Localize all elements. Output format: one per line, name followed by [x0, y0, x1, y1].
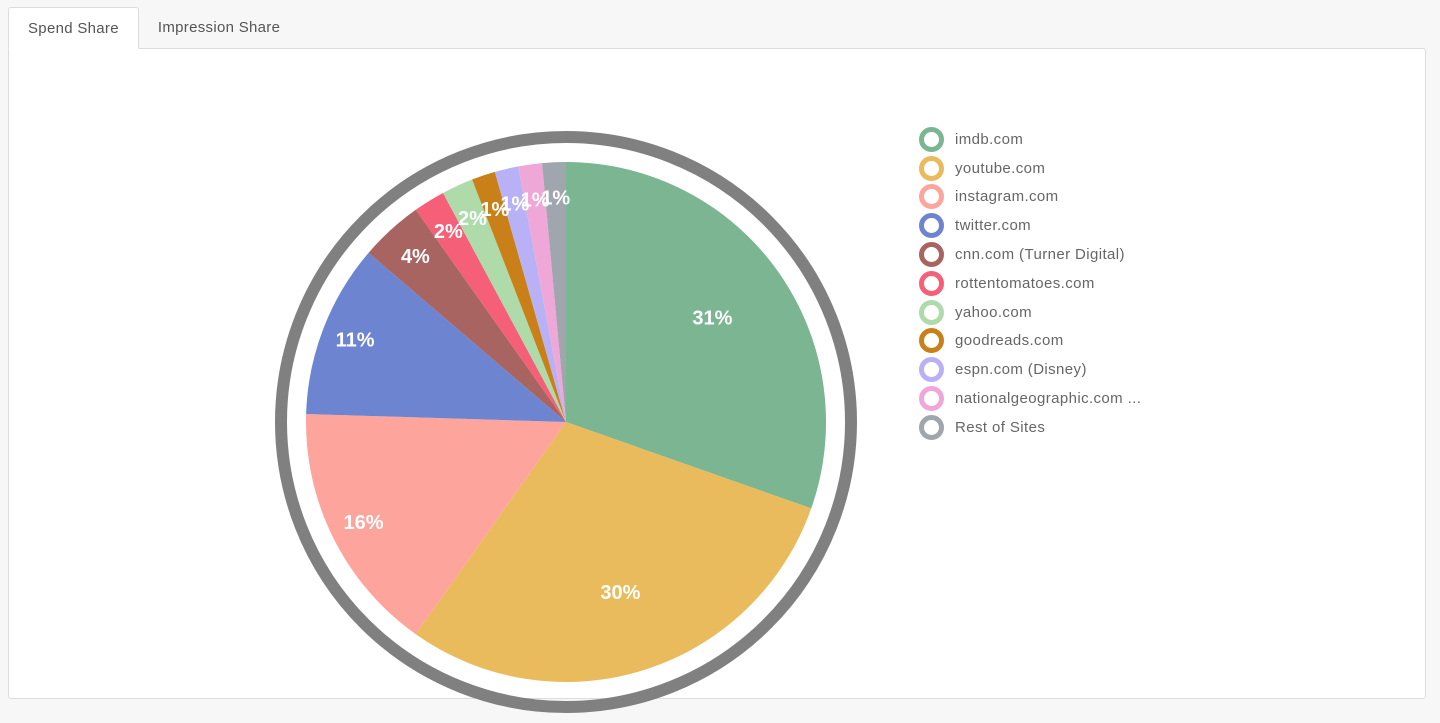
pie-outer-ring: [275, 131, 857, 713]
legend-marker-icon: [919, 126, 944, 152]
pie-data-label: 2%: [458, 208, 487, 230]
legend-item[interactable]: imdb.com: [919, 125, 1141, 154]
legend-marker-icon: [919, 213, 944, 239]
tab-impression-share[interactable]: Impression Share: [157, 19, 281, 36]
pie-data-label: 11%: [336, 329, 375, 351]
pie-data-label: 31%: [692, 307, 732, 329]
legend-label: yahoo.com: [955, 303, 1032, 321]
legend-item[interactable]: Rest of Sites: [919, 413, 1141, 442]
pie-data-label: 16%: [343, 512, 383, 534]
pie-slice[interactable]: [368, 209, 566, 422]
legend-item[interactable]: youtube.com: [919, 154, 1141, 183]
pie-slice[interactable]: [542, 162, 566, 422]
pie-slice[interactable]: [494, 166, 566, 422]
pie-data-label: 1%: [500, 193, 529, 215]
legend-marker-icon: [919, 357, 944, 383]
legend-label: Rest of Sites: [955, 418, 1046, 436]
legend-label: twitter.com: [955, 217, 1032, 235]
pie-slice[interactable]: [415, 422, 812, 682]
pie-data-label: 4%: [401, 246, 430, 268]
pie-chart: 31%30%16%11%4%2%2%1%1%1%1%: [275, 131, 857, 713]
legend-item[interactable]: yahoo.com: [919, 298, 1141, 327]
legend-label: rottentomatoes.com: [955, 274, 1095, 292]
pie-slice[interactable]: [472, 171, 566, 422]
pie-slice[interactable]: [306, 252, 566, 422]
legend-item[interactable]: goodreads.com: [919, 327, 1141, 356]
legend-item[interactable]: twitter.com: [919, 211, 1141, 240]
pie-slice[interactable]: [443, 179, 566, 422]
pie-data-label: 2%: [434, 221, 463, 243]
legend-label: instagram.com: [955, 188, 1059, 206]
pie-data-label: 1%: [480, 199, 509, 221]
legend-item[interactable]: instagram.com: [919, 183, 1141, 212]
pie-slice[interactable]: [518, 163, 566, 423]
legend-item[interactable]: nationalgeographic.com ...: [919, 384, 1141, 413]
pie-slice[interactable]: [566, 162, 826, 509]
legend-label: youtube.com: [955, 159, 1046, 177]
legend-label: goodreads.com: [955, 332, 1064, 350]
legend-marker-icon: [919, 386, 944, 412]
legend-marker-icon: [919, 242, 944, 268]
legend-marker-icon: [919, 184, 944, 210]
pie-slice[interactable]: [415, 192, 566, 422]
legend-item[interactable]: rottentomatoes.com: [919, 269, 1141, 298]
legend-item[interactable]: espn.com (Disney): [919, 355, 1141, 384]
legend-label: nationalgeographic.com ...: [955, 390, 1142, 408]
legend-marker-icon: [919, 155, 944, 181]
legend-marker-icon: [919, 414, 944, 440]
legend-marker-icon: [919, 299, 944, 325]
legend-label: espn.com (Disney): [955, 361, 1087, 379]
chart-panel: 31% 30% 16% 11% 4% 2% 2% 1% 1% 1% 1% imdb.com youtu…: [8, 48, 1426, 713]
pie-slice[interactable]: [305, 413, 566, 635]
legend-marker-icon: [919, 328, 944, 354]
legend-label: imdb.com: [955, 130, 1024, 148]
tab-spend-share[interactable]: Spend Share: [8, 7, 139, 49]
legend-label: cnn.com (Turner Digital): [955, 246, 1125, 264]
pie-data-label: 1%: [541, 188, 570, 210]
tab-bar: Spend Share Impression Share: [8, 7, 299, 49]
pie-data-label: 30%: [600, 582, 640, 604]
legend-marker-icon: [919, 270, 944, 296]
chart-legend: imdb.com youtube.com instagram.com twitter.…: [919, 125, 1141, 442]
legend-item[interactable]: cnn.com (Turner Digital): [919, 240, 1141, 269]
pie-data-label: 1%: [521, 190, 550, 212]
